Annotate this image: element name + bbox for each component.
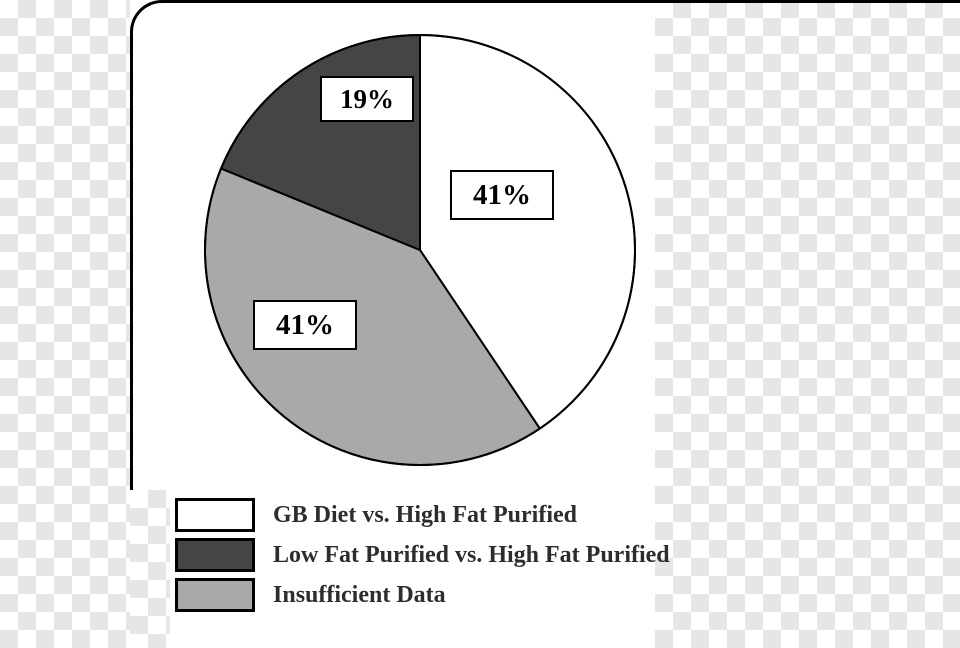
pie-label-text: 19% bbox=[340, 84, 394, 115]
legend-row-gb-vs-hf: GB Diet vs. High Fat Purified bbox=[175, 498, 670, 532]
legend-label: Low Fat Purified vs. High Fat Purified bbox=[273, 542, 670, 569]
legend-row-insufficient: Insufficient Data bbox=[175, 578, 670, 612]
legend-label: GB Diet vs. High Fat Purified bbox=[273, 502, 577, 529]
legend-row-lf-vs-hf: Low Fat Purified vs. High Fat Purified bbox=[175, 538, 670, 572]
legend: GB Diet vs. High Fat Purified Low Fat Pu… bbox=[175, 498, 670, 618]
pie-label-insufficient: 41% bbox=[253, 300, 357, 350]
pie-label-text: 41% bbox=[473, 179, 531, 212]
pie-label-gb-vs-hf: 41% bbox=[450, 170, 554, 220]
pie-label-lf-vs-hf: 19% bbox=[320, 76, 414, 122]
legend-swatch bbox=[175, 538, 255, 572]
legend-swatch bbox=[175, 578, 255, 612]
legend-label: Insufficient Data bbox=[273, 582, 446, 609]
legend-swatch bbox=[175, 498, 255, 532]
pie-label-text: 41% bbox=[276, 309, 334, 342]
